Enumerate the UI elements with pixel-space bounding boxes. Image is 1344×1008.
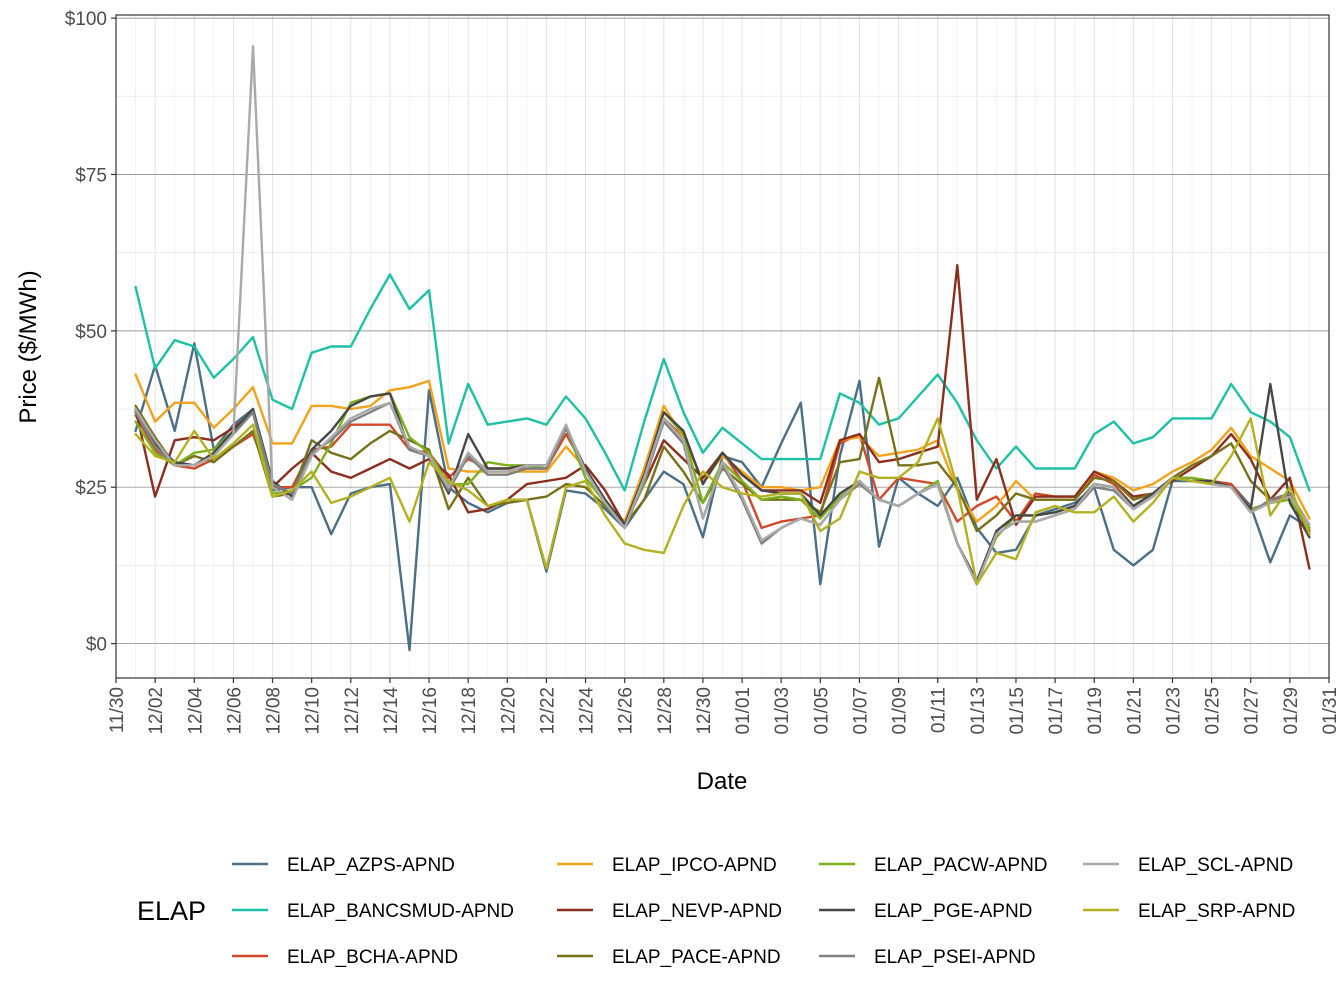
- x-tick-label: 01/31: [1320, 687, 1341, 735]
- x-tick-label: 01/03: [772, 687, 793, 735]
- series-lines: [134, 45, 1311, 652]
- y-tick-label: $75: [75, 165, 107, 186]
- legend-title: ELAP: [137, 896, 206, 926]
- y-tick-label: $100: [65, 9, 107, 30]
- x-tick-label: 12/02: [146, 687, 167, 735]
- x-tick-label: 12/18: [459, 687, 480, 735]
- legend-label: ELAP_IPCO-APND: [612, 855, 777, 876]
- y-tick-label: $50: [75, 322, 107, 343]
- x-tick-label: 12/26: [616, 687, 637, 735]
- legend-label: ELAP_PACW-APND: [874, 855, 1048, 876]
- x-tick-label: 12/10: [303, 687, 324, 735]
- x-tick-label: 01/07: [850, 687, 871, 735]
- x-tick-label: 12/06: [224, 687, 245, 735]
- series-line-elap-scl-apnd: [134, 45, 1311, 586]
- x-tick-label: 01/15: [1007, 687, 1028, 735]
- x-tick-label: 01/19: [1085, 687, 1106, 735]
- plot-border: [115, 14, 1330, 679]
- x-tick-label: 01/21: [1124, 687, 1145, 735]
- x-tick-label: 01/23: [1163, 687, 1184, 735]
- x-tick-label: 12/22: [537, 687, 558, 735]
- legend-label: ELAP_AZPS-APND: [287, 855, 455, 876]
- x-tick-label: 12/14: [381, 687, 402, 735]
- x-tick-label: 12/30: [694, 687, 715, 735]
- legend-label: ELAP_PGE-APND: [874, 901, 1032, 922]
- x-tick-label: 12/28: [655, 687, 676, 735]
- y-tick-label: $25: [75, 478, 107, 499]
- x-tick-label: 01/17: [1046, 687, 1067, 735]
- x-tick-label: 01/11: [929, 687, 950, 733]
- x-tick-label: 12/24: [577, 687, 598, 735]
- legend-label: ELAP_BCHA-APND: [287, 947, 458, 968]
- y-axis-title: Price ($/MWh): [15, 270, 42, 423]
- x-tick-label: 12/16: [420, 687, 441, 735]
- x-tick-label: 12/08: [264, 687, 285, 735]
- legend-label: ELAP_NEVP-APND: [612, 901, 782, 922]
- x-tick-label: 11/30: [107, 687, 128, 733]
- legend-label: ELAP_BANCSMUD-APND: [287, 901, 514, 922]
- legend-items: ELAP_AZPS-APND ELAP_BANCSMUD-APND ELAP_BCH…: [232, 855, 1295, 968]
- y-axis: $0 $25 $50 $75 $100: [65, 9, 116, 656]
- x-tick-label: 01/01: [733, 687, 754, 735]
- x-tick-label: 12/12: [342, 687, 363, 735]
- plot-area: [115, 14, 1330, 679]
- x-tick-label: 12/04: [185, 687, 206, 735]
- series-line-elap-ipco-apnd: [134, 373, 1311, 523]
- legend-label: ELAP_PACE-APND: [612, 947, 781, 968]
- series-line-elap-bancsmud-apnd: [134, 273, 1311, 492]
- legend-label: ELAP_SCL-APND: [1138, 855, 1293, 876]
- x-tick-label: 01/05: [811, 687, 832, 735]
- x-tick-label: 01/09: [890, 687, 911, 735]
- legend-label: ELAP_PSEI-APND: [874, 947, 1036, 968]
- x-axis-title: Date: [697, 768, 748, 795]
- x-tick-label: 01/27: [1242, 687, 1263, 735]
- legend-label: ELAP_SRP-APND: [1138, 901, 1295, 922]
- x-axis: 11/30 12/02 12/04 12/06 12/08 12/10 12/12 12/14…: [107, 678, 1341, 735]
- legend: ELAP ELAP_AZPS-APNDELAP_BANCSMUD-APNDELA…: [137, 855, 1295, 968]
- x-tick-label: 01/13: [968, 687, 989, 735]
- x-tick-label: 01/29: [1281, 687, 1302, 735]
- y-tick-label: $0: [86, 635, 107, 656]
- x-tick-label: 01/25: [1203, 687, 1224, 735]
- x-tick-label: 12/20: [498, 687, 519, 735]
- series-line-elap-srp-apnd: [134, 417, 1311, 586]
